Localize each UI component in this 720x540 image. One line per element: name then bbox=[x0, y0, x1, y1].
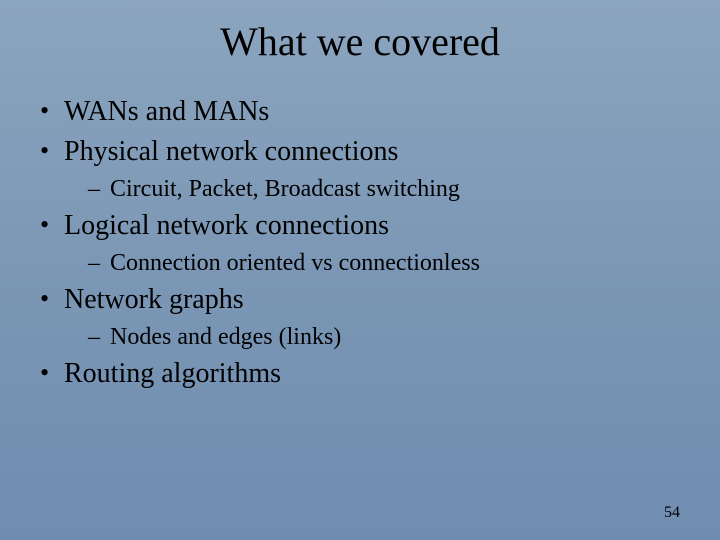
list-item: Logical network connections bbox=[36, 207, 684, 245]
list-item: Physical network connections bbox=[36, 133, 684, 171]
list-item: Routing algorithms bbox=[36, 355, 684, 393]
page-number: 54 bbox=[664, 504, 680, 522]
slide-content: WANs and MANs Physical network connectio… bbox=[0, 93, 720, 393]
list-item: WANs and MANs bbox=[36, 93, 684, 131]
slide-title: What we covered bbox=[0, 18, 720, 65]
slide: What we covered WANs and MANs Physical n… bbox=[0, 0, 720, 540]
list-sub-item: Connection oriented vs connectionless bbox=[36, 247, 684, 279]
list-sub-item: Nodes and edges (links) bbox=[36, 321, 684, 353]
list-sub-item: Circuit, Packet, Broadcast switching bbox=[36, 173, 684, 205]
list-item: Network graphs bbox=[36, 281, 684, 319]
